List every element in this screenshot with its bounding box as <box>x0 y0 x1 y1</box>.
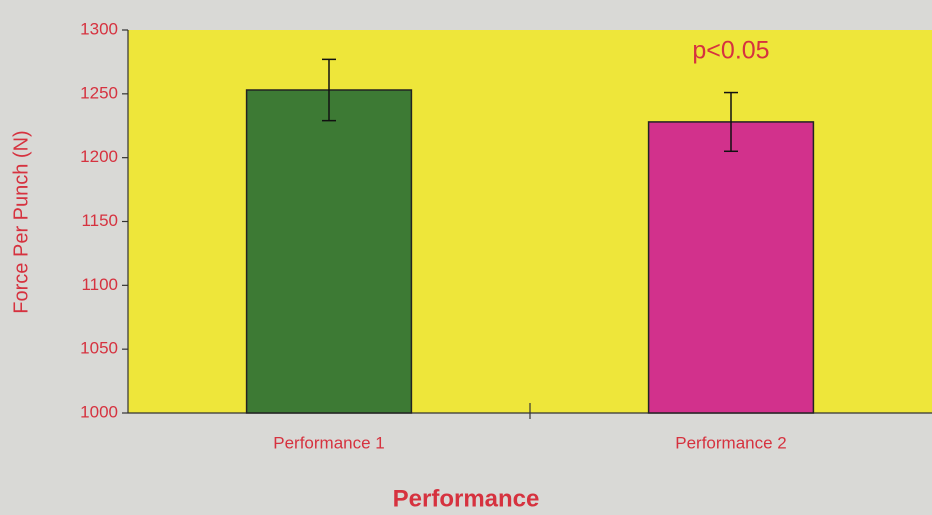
error-bar <box>322 58 336 122</box>
x-tick-label: Performance 2 <box>675 433 787 452</box>
y-tick-label: 1000 <box>80 402 118 421</box>
error-bar <box>724 91 738 153</box>
x-tick-label: Performance 1 <box>273 433 385 452</box>
x-axis-title: Performance <box>393 485 540 512</box>
y-tick-label: 1250 <box>80 83 118 102</box>
y-tick-label: 1050 <box>80 339 118 358</box>
bar <box>647 121 815 414</box>
y-tick-label: 1100 <box>81 275 118 294</box>
y-axis-title: Force Per Punch (N) <box>10 130 32 313</box>
y-tick-label: 1300 <box>80 19 118 38</box>
bar <box>245 89 413 414</box>
y-tick-label: 1150 <box>81 211 118 230</box>
y-tick-label: 1200 <box>80 147 118 166</box>
annotation: p<0.05 <box>692 37 769 65</box>
